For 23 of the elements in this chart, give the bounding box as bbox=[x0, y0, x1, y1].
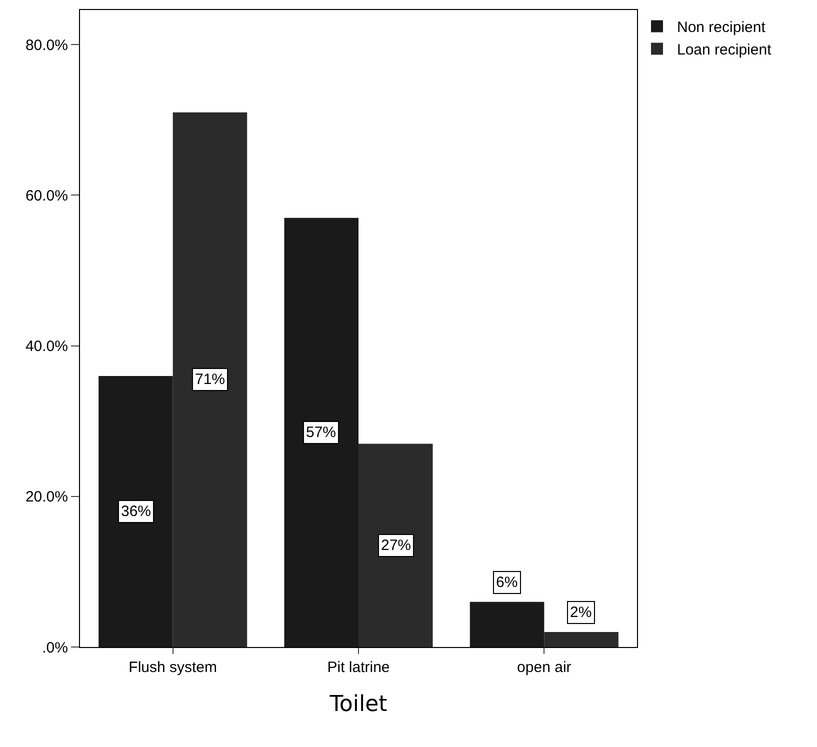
data-label: 71% bbox=[195, 371, 226, 388]
x-tick-label: Pit latrine bbox=[327, 659, 390, 676]
bar bbox=[98, 376, 173, 647]
bar bbox=[358, 444, 433, 647]
data-label: 2% bbox=[570, 604, 592, 621]
bar bbox=[544, 632, 618, 647]
y-tick-label: 80.0% bbox=[25, 36, 68, 54]
bar bbox=[284, 218, 358, 647]
y-tick-label: 20.0% bbox=[25, 488, 68, 506]
legend-label: Loan recipient bbox=[677, 42, 772, 59]
bar bbox=[172, 112, 248, 647]
x-tick-label: Flush system bbox=[128, 659, 218, 676]
bar bbox=[470, 602, 544, 647]
y-tick-label: .0% bbox=[42, 639, 68, 656]
data-label: 6% bbox=[496, 574, 518, 591]
data-label: 57% bbox=[306, 424, 336, 441]
y-tick-label: 60.0% bbox=[25, 187, 68, 204]
x-tick-label: open air bbox=[517, 659, 572, 676]
data-label: 36% bbox=[121, 503, 152, 520]
data-label: 27% bbox=[381, 537, 412, 554]
x-axis-title: Toilet bbox=[328, 692, 388, 717]
y-tick-label: 40.0% bbox=[25, 338, 68, 356]
legend-label: Non recipient bbox=[677, 19, 766, 36]
